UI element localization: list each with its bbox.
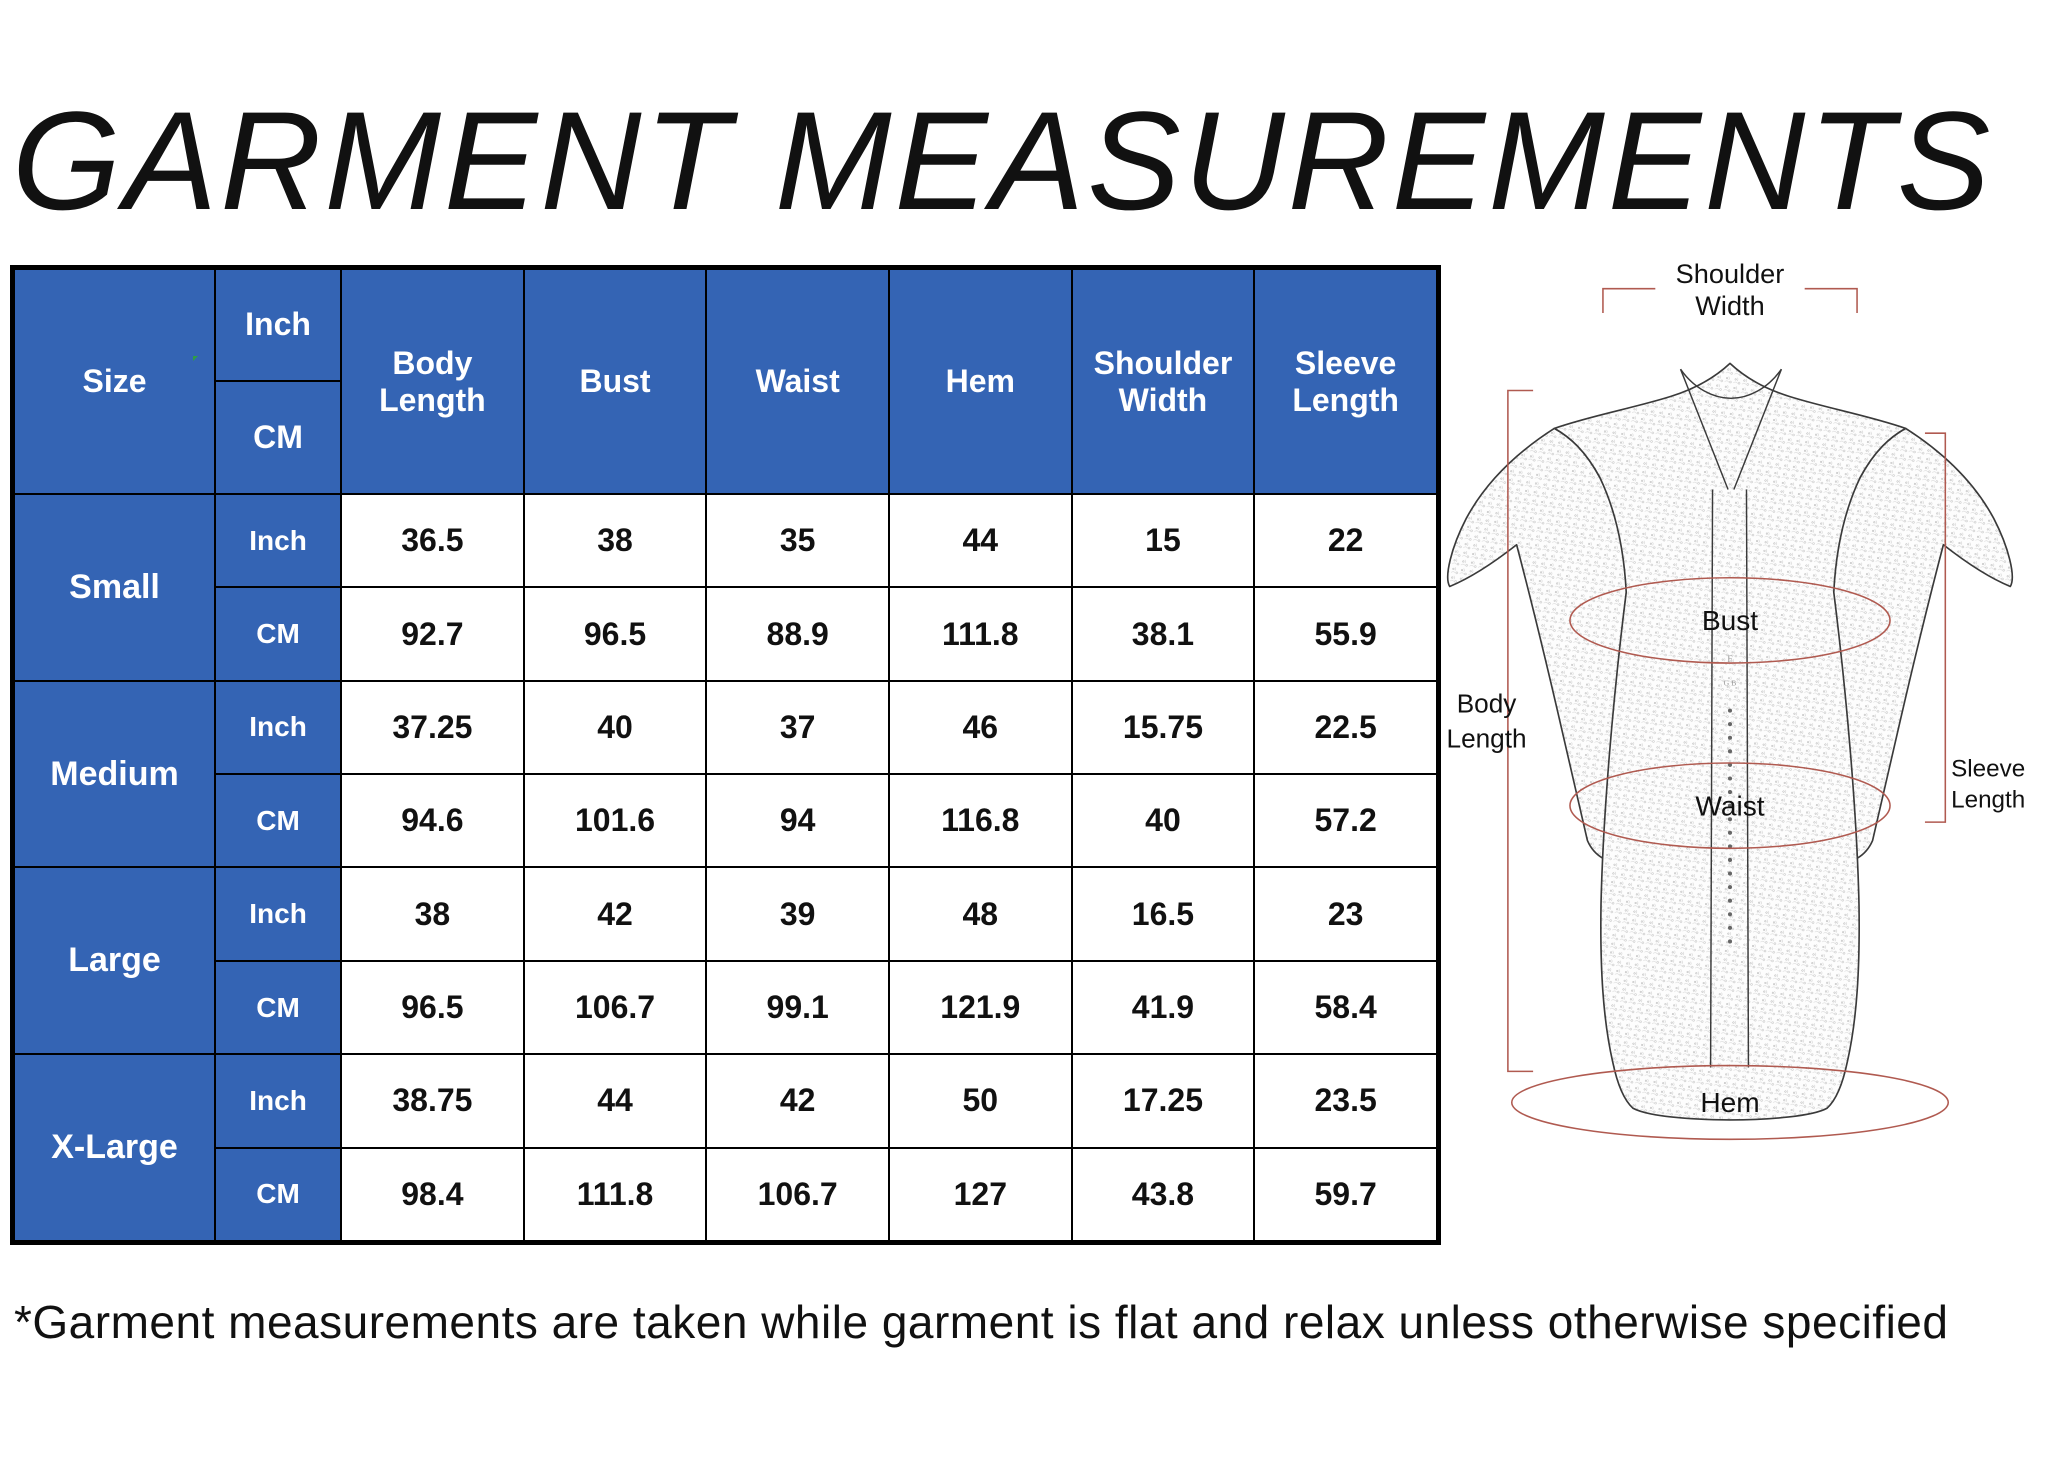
svg-text:Length: Length [1447,723,1527,753]
svg-text:Sleeve: Sleeve [1951,756,2025,783]
svg-text:Length: Length [1951,787,2025,814]
svg-text:Body: Body [1457,689,1518,719]
svg-text:Width: Width [1695,290,1764,321]
svg-text:Bust: Bust [1702,605,1758,636]
svg-text:G B: G B [1724,678,1737,687]
svg-text:Shoulder: Shoulder [1676,258,1785,289]
svg-text:Waist: Waist [1695,790,1764,821]
svg-text:Hem: Hem [1700,1087,1759,1118]
